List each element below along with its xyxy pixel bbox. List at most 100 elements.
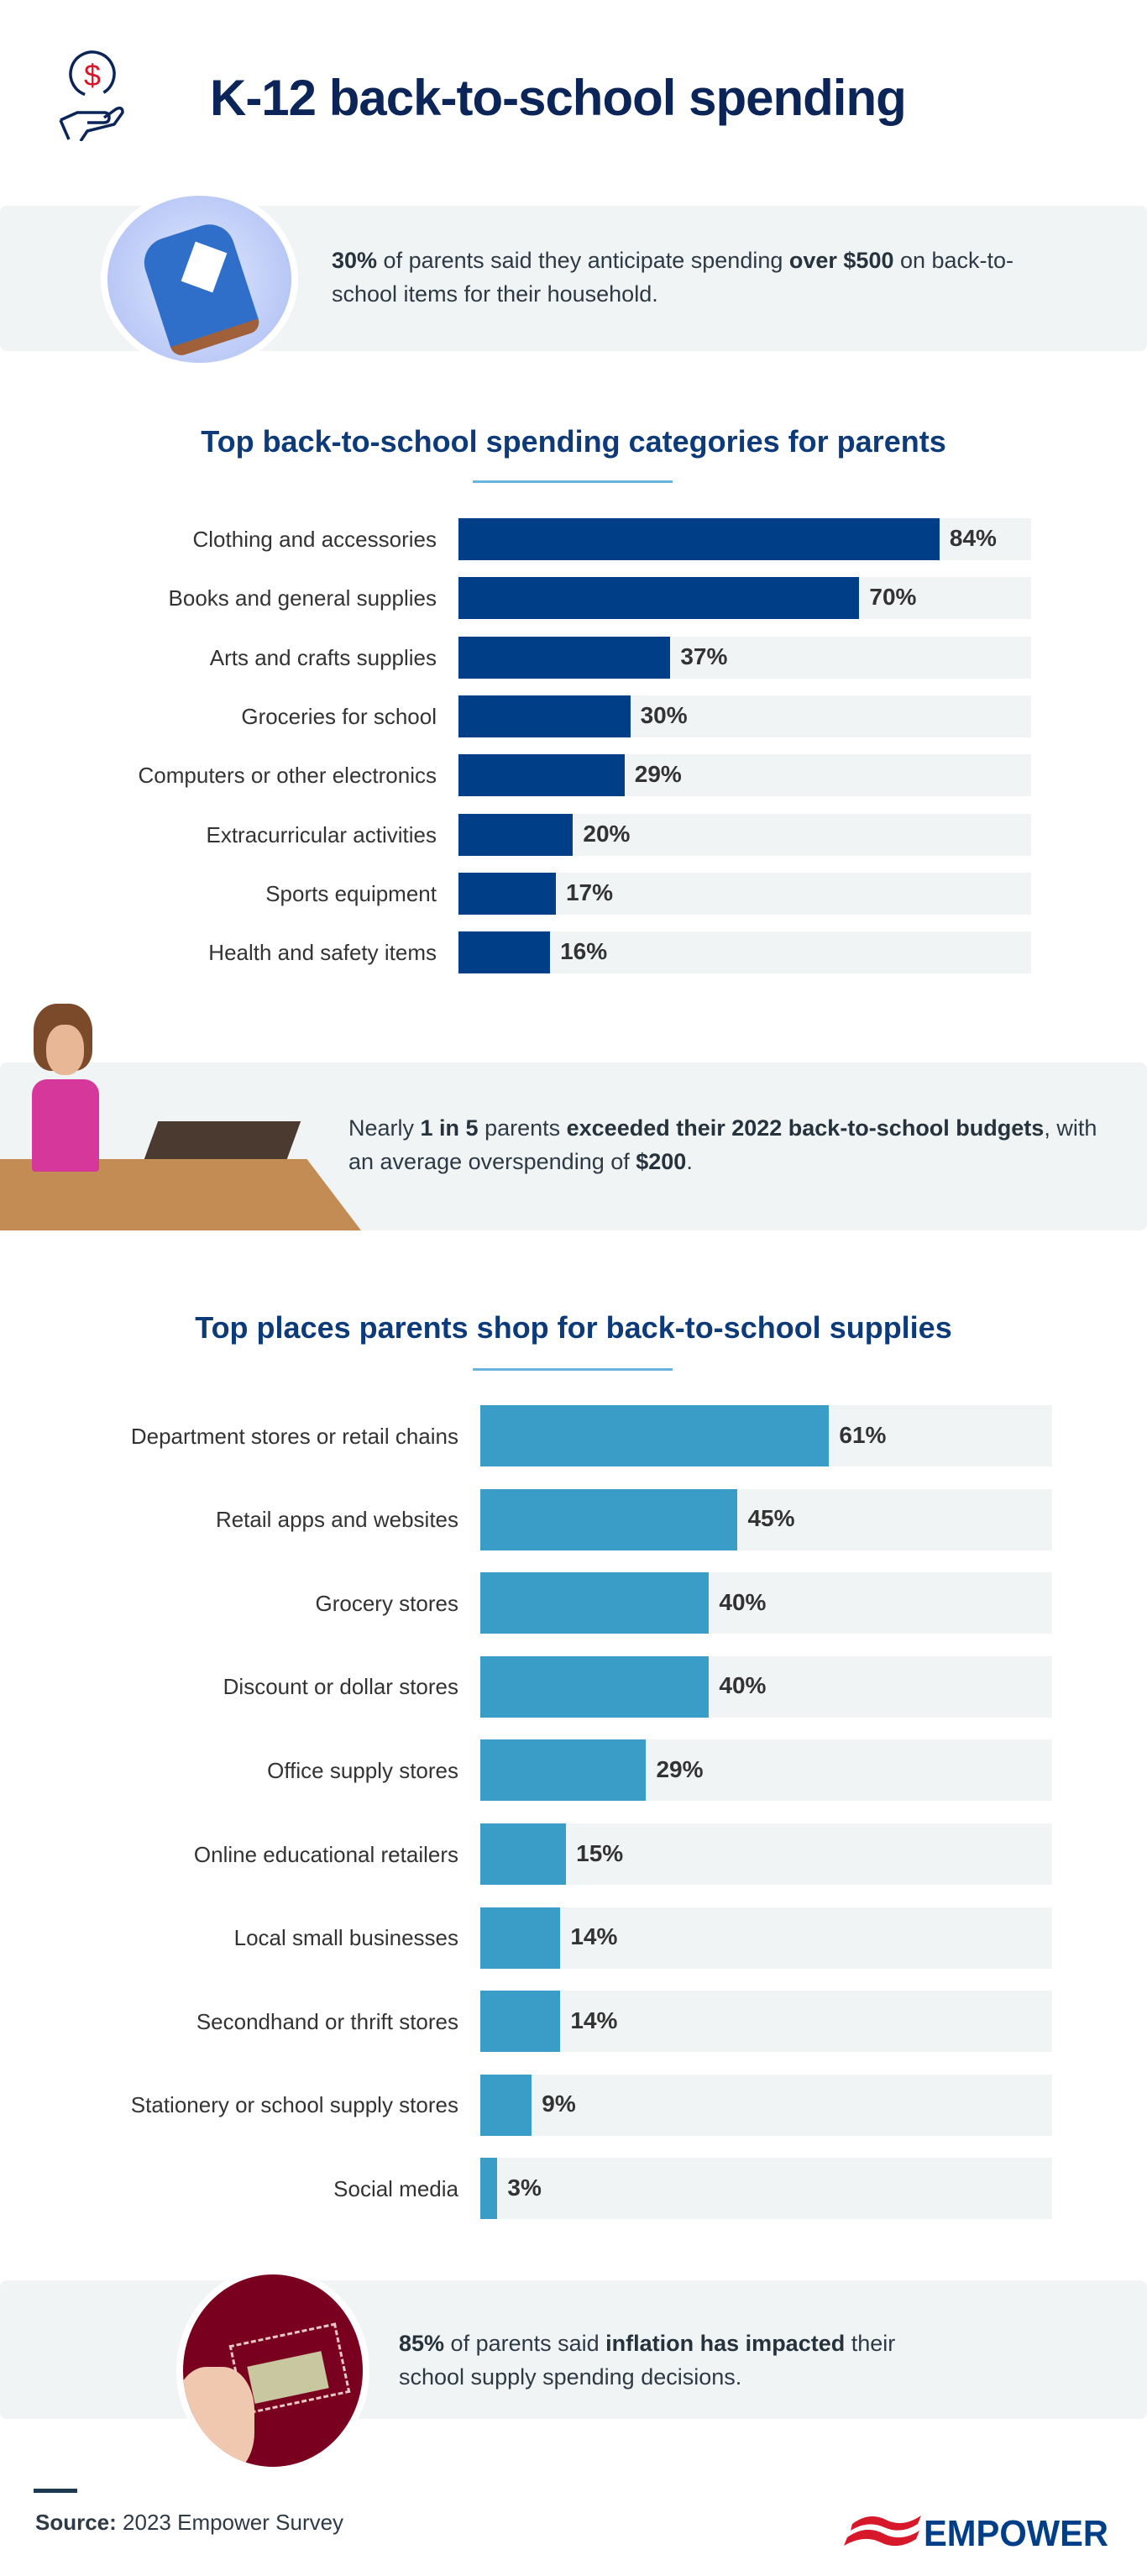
value-label: 61% (839, 1421, 887, 1448)
value-label: 84% (949, 525, 997, 551)
body-text: of parents said they anticipate spending (377, 248, 789, 273)
callout-text-inflation: 85% of parents said inflation has impact… (399, 2327, 953, 2394)
body-text: of parents said (444, 2331, 606, 2356)
emphasis-text: exceeded their 2022 back-to-school budge… (566, 1115, 1045, 1141)
emphasis-text: $200 (636, 1149, 687, 1174)
body-text: their school supply spending decisions. (399, 2331, 896, 2390)
bar (458, 636, 671, 679)
bar-row: Retail apps and websites 45% (0, 1488, 1147, 1550)
callout-text-budget: 30% of parents said they anticipate spen… (332, 244, 1054, 311)
bar-track (458, 518, 1031, 560)
bar-row: Office supply stores 29% (0, 1739, 1147, 1802)
bar-track (480, 1739, 1052, 1802)
bar (480, 1823, 567, 1885)
bar-track (458, 872, 1031, 915)
category-label: Discount or dollar stores (223, 1674, 458, 1700)
body-text: , with an average overspending of (348, 1115, 1097, 1174)
value-label: 14% (570, 1923, 618, 1950)
category-label: Local small businesses (233, 1925, 458, 1951)
bar-row: Social media 3% (0, 2158, 1147, 2220)
hand-holding-dollar-icon: $ (59, 50, 124, 141)
value-label: 16% (560, 938, 608, 965)
bar (458, 872, 556, 915)
category-label: Secondhand or thrift stores (196, 2008, 458, 2034)
hand-holding-dollar-bill-photo (176, 2268, 369, 2474)
bar (480, 1405, 830, 1466)
source-label: Source: (35, 2510, 117, 2535)
bar-row: Secondhand or thrift stores 14% (0, 1991, 1147, 2053)
category-label: Arts and crafts supplies (209, 644, 437, 670)
bar-row: Discount or dollar stores 40% (0, 1655, 1147, 1718)
value-label: 15% (576, 1839, 624, 1866)
bar-track (480, 1823, 1052, 1885)
category-label: Department stores or retail chains (130, 1423, 458, 1449)
value-label: 9% (542, 2091, 576, 2117)
bar-track (480, 2158, 1052, 2220)
value-label: 40% (719, 1588, 767, 1615)
heading-underline (473, 480, 673, 483)
bar-track (480, 1655, 1052, 1718)
bar (458, 813, 574, 856)
bar-row: Department stores or retail chains 61% (0, 1405, 1147, 1466)
bar-track (480, 1572, 1052, 1634)
category-label: Retail apps and websites (215, 1507, 458, 1533)
body-text: Nearly (348, 1115, 421, 1141)
value-label: 30% (640, 701, 688, 728)
value-label: 70% (869, 584, 917, 611)
backpack-photo (101, 189, 298, 370)
emphasis-text: 30% (332, 248, 378, 273)
bar-row: Clothing and accessories 84% (0, 518, 1147, 560)
bar (458, 931, 551, 974)
category-label: Grocery stores (315, 1590, 459, 1616)
bar (458, 754, 625, 797)
bar-track (480, 1488, 1052, 1550)
bar-row: Local small businesses 14% (0, 1907, 1147, 1969)
bar-row: Stationery or school supply stores 9% (0, 2074, 1147, 2136)
bar-row: Computers or other electronics 29% (0, 754, 1147, 797)
body-text: on back-to-school items for their househ… (332, 248, 1014, 307)
emphasis-text: over $500 (788, 248, 894, 273)
emphasis-text: 85% (399, 2331, 445, 2356)
category-label: Books and general supplies (168, 585, 437, 611)
bar-row: Online educational retailers 15% (0, 1823, 1147, 1885)
value-label: 20% (583, 820, 631, 847)
bar-track (458, 695, 1031, 737)
value-label: 45% (747, 1505, 795, 1532)
heading-underline (473, 1368, 673, 1371)
body-text: parents (478, 1115, 567, 1141)
bar-track (458, 636, 1031, 679)
source-divider (34, 2489, 77, 2493)
category-label: Health and safety items (208, 940, 437, 966)
bar-row: Extracurricular activities 20% (0, 813, 1147, 856)
category-label: Office supply stores (267, 1757, 458, 1783)
category-label: Extracurricular activities (206, 821, 437, 847)
bar (480, 1907, 561, 1969)
page-title: K-12 back-to-school spending (210, 70, 907, 126)
chart-title-spending-categories: Top back-to-school spending categories f… (201, 424, 946, 459)
category-label: Social media (333, 2175, 458, 2201)
bar (458, 577, 860, 620)
bar (480, 2158, 498, 2220)
bar-row: Groceries for school 30% (0, 695, 1147, 737)
bar-track (458, 813, 1031, 856)
bar-row: Books and general supplies 70% (0, 577, 1147, 620)
category-label: Clothing and accessories (192, 527, 437, 552)
bar-row: Arts and crafts supplies 37% (0, 636, 1147, 679)
bar-row: Sports equipment 17% (0, 872, 1147, 915)
bar-track (480, 1405, 1052, 1466)
source-text: 2023 Empower Survey (116, 2510, 344, 2535)
value-label: 17% (565, 879, 613, 905)
bar-track (480, 1991, 1052, 2053)
category-label: Groceries for school (241, 703, 437, 729)
bar (480, 1488, 738, 1550)
bar (480, 1991, 561, 2053)
stressed-woman-photo (0, 995, 361, 1230)
bar (480, 1739, 647, 1802)
value-label: 29% (634, 761, 682, 788)
bar (480, 2074, 532, 2136)
category-label: Computers or other electronics (138, 763, 437, 789)
svg-text:$: $ (84, 58, 101, 92)
bar-row: Health and safety items 16% (0, 931, 1147, 974)
value-label: 37% (680, 643, 728, 669)
callout-text-overspending: Nearly 1 in 5 parents exceeded their 202… (348, 1111, 1104, 1178)
